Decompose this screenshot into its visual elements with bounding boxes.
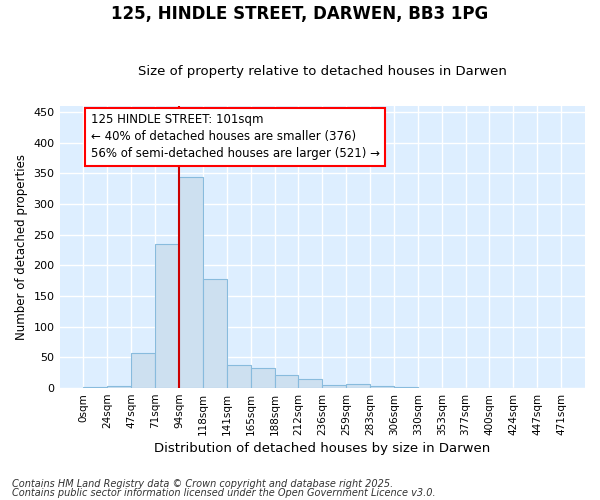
Title: Size of property relative to detached houses in Darwen: Size of property relative to detached ho…	[138, 66, 507, 78]
Bar	[275, 374, 298, 388]
Text: 125, HINDLE STREET, DARWEN, BB3 1PG: 125, HINDLE STREET, DARWEN, BB3 1PG	[112, 5, 488, 23]
Bar	[298, 379, 322, 388]
Bar	[107, 386, 131, 388]
X-axis label: Distribution of detached houses by size in Darwen: Distribution of detached houses by size …	[154, 442, 490, 455]
Y-axis label: Number of detached properties: Number of detached properties	[15, 154, 28, 340]
Bar	[155, 244, 179, 388]
Bar	[179, 176, 203, 388]
Bar	[346, 384, 370, 388]
Bar	[131, 353, 155, 388]
Bar	[370, 386, 394, 388]
Bar	[203, 279, 227, 388]
Text: Contains public sector information licensed under the Open Government Licence v3: Contains public sector information licen…	[12, 488, 436, 498]
Bar	[83, 387, 107, 388]
Text: Contains HM Land Registry data © Crown copyright and database right 2025.: Contains HM Land Registry data © Crown c…	[12, 479, 393, 489]
Bar	[322, 385, 346, 388]
Bar	[251, 368, 275, 388]
Text: 125 HINDLE STREET: 101sqm
← 40% of detached houses are smaller (376)
56% of semi: 125 HINDLE STREET: 101sqm ← 40% of detac…	[91, 114, 380, 160]
Bar	[227, 365, 251, 388]
